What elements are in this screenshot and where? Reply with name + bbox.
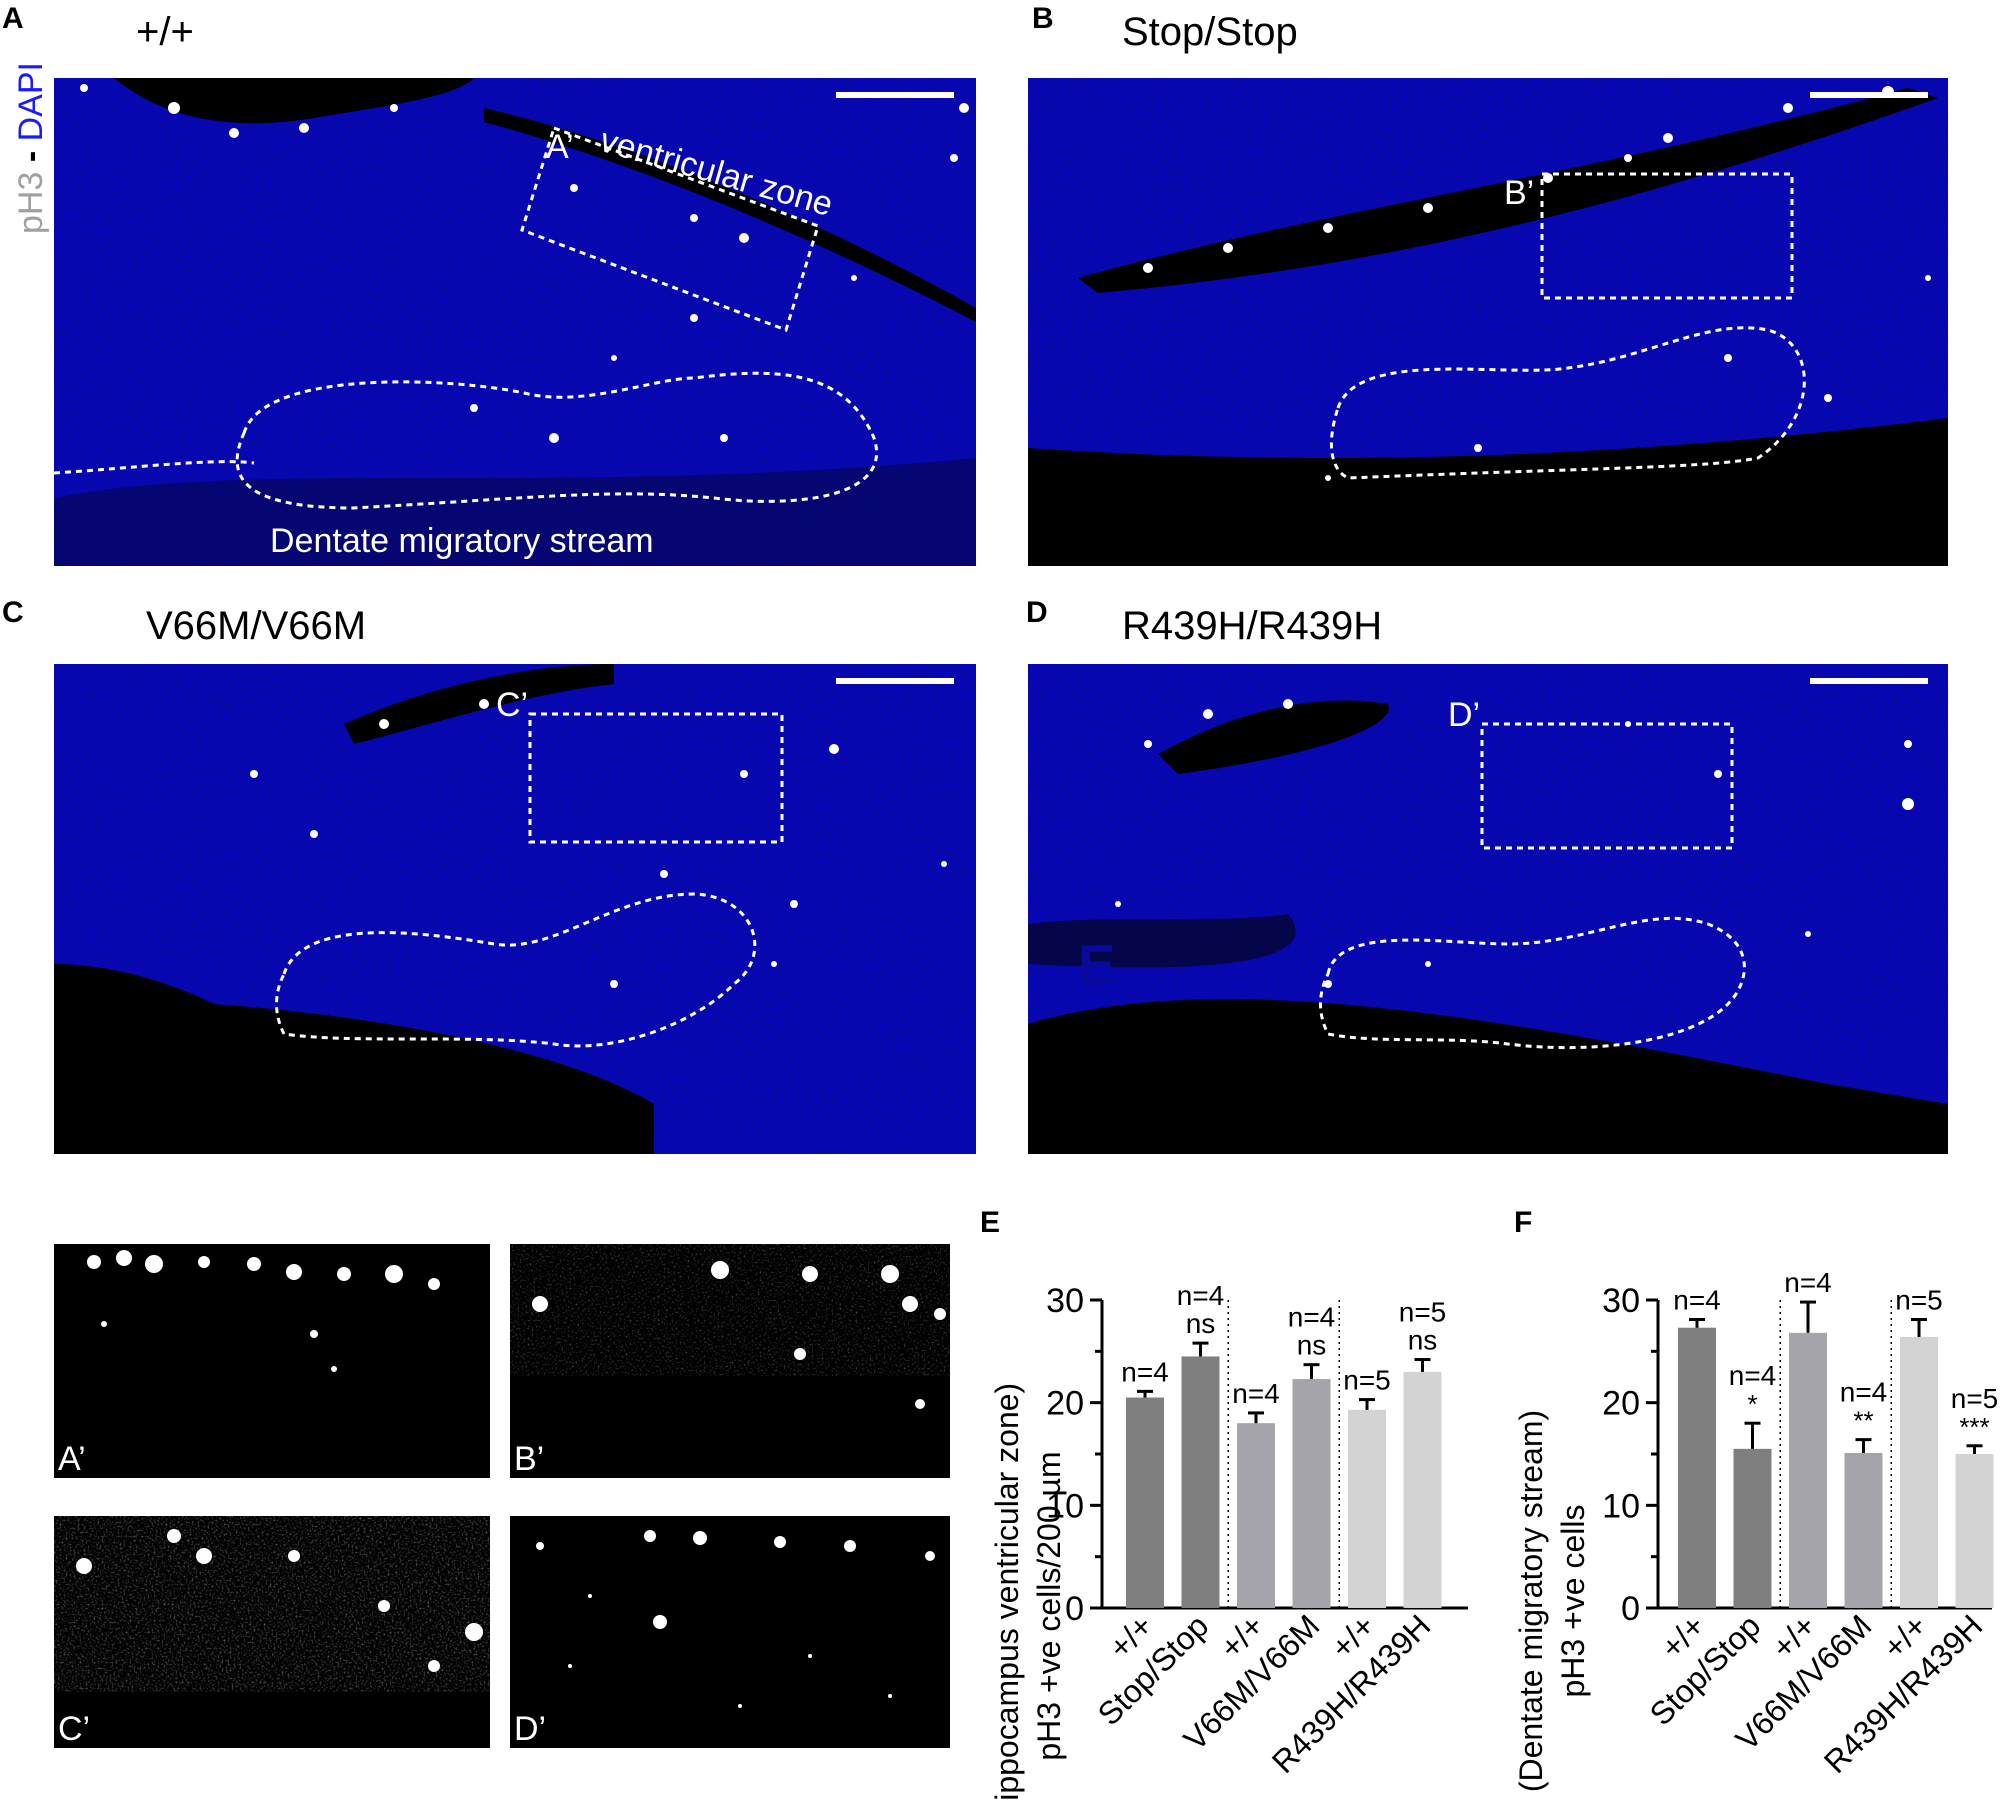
chart-e-n-label: n=4 bbox=[1177, 1280, 1225, 1311]
inset-label-c-prime: C’ bbox=[58, 1710, 90, 1748]
inset-box-c bbox=[528, 712, 784, 844]
inset-box-d bbox=[1480, 722, 1734, 850]
inset-b-prime: B’ bbox=[510, 1244, 950, 1478]
stain-label-dapi: DAPI bbox=[12, 62, 50, 142]
genotype-title-b: Stop/Stop bbox=[1122, 10, 1298, 54]
chart-f-n-label: n=4 bbox=[1673, 1285, 1721, 1316]
chart-e-ylabel-line1: (hippocampus ventricular zone) bbox=[989, 1383, 1025, 1799]
chart-e-ytick-label: 30 bbox=[1046, 1282, 1084, 1320]
chart-f-significance-label: * bbox=[1747, 1389, 1757, 1419]
chart-e-n-label: n=4 bbox=[1288, 1302, 1336, 1333]
chart-e-bar bbox=[1403, 1371, 1442, 1608]
chart-f-bar bbox=[1733, 1448, 1772, 1608]
chart-e-significance-label: ns bbox=[1297, 1330, 1327, 1361]
ph3-cells bbox=[1115, 699, 1914, 988]
chart-f-ylabel-line2: pH3 +ve cells bbox=[1555, 1505, 1591, 1698]
chart-e-significance-label: ns bbox=[1186, 1308, 1216, 1339]
chart-f-ytick-label: 30 bbox=[1602, 1282, 1640, 1320]
inset-box-b bbox=[1540, 172, 1794, 300]
chart-e-ytick-label: 20 bbox=[1046, 1385, 1084, 1423]
chart-f-bar bbox=[1844, 1452, 1883, 1608]
chart-f-n-label: n=4 bbox=[1784, 1267, 1832, 1298]
chart-f: F (Dentate migratory stream) pH3 +ve cel… bbox=[1486, 1196, 2000, 1799]
chart-f-significance-label: ** bbox=[1853, 1406, 1873, 1436]
chart-f-n-label: n=5 bbox=[1951, 1383, 1999, 1414]
ph3-cells bbox=[80, 84, 969, 443]
ph3-cells bbox=[250, 699, 947, 988]
dms-outline-d bbox=[1319, 916, 1746, 1050]
genotype-title-c: V66M/V66M bbox=[146, 604, 367, 648]
inset-c-prime: C’ bbox=[54, 1516, 490, 1748]
chart-f-panel-letter: F bbox=[1514, 1206, 1532, 1239]
inset-a-prime: A’ bbox=[54, 1244, 490, 1478]
inset-box-a bbox=[520, 126, 820, 332]
inset-d-prime: D’ bbox=[510, 1516, 950, 1748]
chart-f-bar bbox=[1900, 1336, 1938, 1608]
inset-box-label-b: B’ bbox=[1504, 174, 1534, 212]
chart-f-bar bbox=[1789, 1332, 1827, 1608]
chart-e-n-label: n=4 bbox=[1121, 1356, 1169, 1387]
chart-f-significance-label: *** bbox=[1959, 1412, 1989, 1442]
chart-e-bar bbox=[1126, 1397, 1164, 1608]
chart-e-bar bbox=[1181, 1356, 1220, 1608]
inset-label-d-prime: D’ bbox=[514, 1710, 546, 1748]
chart-e-panel-letter: E bbox=[980, 1206, 1000, 1239]
panel-letter-d: D bbox=[1026, 596, 1048, 629]
inset-box-label-d: D’ bbox=[1448, 696, 1480, 734]
scale-bar bbox=[836, 92, 954, 98]
inset-box-label-c: C’ bbox=[496, 686, 528, 724]
chart-e-n-label: n=4 bbox=[1232, 1378, 1280, 1409]
chart-f-svg: F (Dentate migratory stream) pH3 +ve cel… bbox=[1513, 1206, 1999, 1792]
chart-e-bar bbox=[1348, 1409, 1386, 1608]
stain-label: pH3 - DAPI bbox=[12, 58, 52, 238]
chart-f-n-label: n=4 bbox=[1729, 1360, 1777, 1391]
chart-f-n-label: n=5 bbox=[1895, 1285, 1943, 1316]
dms-outline-a bbox=[235, 371, 878, 510]
chart-f-n-label: n=4 bbox=[1840, 1377, 1888, 1408]
chart-f-ytick-label: 0 bbox=[1621, 1590, 1640, 1628]
panel-letter-b: B bbox=[1032, 2, 1054, 35]
chart-e-ylabel-line2: pH3 +ve cells/200 µm bbox=[1031, 1451, 1067, 1760]
chart-f-bar bbox=[1955, 1454, 1994, 1608]
inset-label-b-prime: B’ bbox=[514, 1440, 544, 1478]
stray-letter-e: E bbox=[1078, 933, 1115, 996]
chart-f-ytick-label: 10 bbox=[1602, 1487, 1640, 1525]
panel-letter-a: A bbox=[2, 2, 24, 35]
inset-box-label-a: A’ bbox=[546, 128, 574, 166]
dentate-migratory-stream-label: Dentate migratory stream bbox=[270, 522, 654, 560]
scale-bar bbox=[1810, 678, 1928, 684]
chart-e-svg: E (hippocampus ventricular zone) pH3 +ve… bbox=[980, 1206, 1468, 1804]
stain-label-dash: - bbox=[12, 141, 50, 172]
scale-bar bbox=[1810, 92, 1928, 98]
micrograph-b: B’ bbox=[1028, 78, 1948, 566]
chart-e-bar bbox=[1292, 1379, 1331, 1608]
chart-e-ytick-label: 10 bbox=[1046, 1487, 1084, 1525]
dms-outline-c bbox=[275, 892, 757, 1048]
micrograph-c: C’ bbox=[54, 664, 976, 1154]
inset-label-a-prime: A’ bbox=[58, 1440, 86, 1478]
chart-e-significance-label: ns bbox=[1408, 1325, 1438, 1356]
chart-e-ytick-label: 0 bbox=[1065, 1590, 1084, 1628]
scale-bar bbox=[836, 678, 954, 684]
chart-e: E (hippocampus ventricular zone) pH3 +ve… bbox=[970, 1196, 1480, 1804]
chart-e-n-label: n=5 bbox=[1343, 1365, 1391, 1396]
chart-e-n-label: n=5 bbox=[1399, 1297, 1447, 1328]
chart-e-bar bbox=[1237, 1423, 1275, 1608]
chart-f-bar bbox=[1678, 1327, 1716, 1608]
genotype-title-d: R439H/R439H bbox=[1122, 604, 1383, 648]
chart-f-ylabel-line1: (Dentate migratory stream) bbox=[1513, 1410, 1549, 1792]
stain-label-ph3: pH3 bbox=[12, 171, 50, 234]
dms-outline-b bbox=[1329, 326, 1806, 480]
chart-f-ytick-label: 20 bbox=[1602, 1385, 1640, 1423]
panel-letter-c: C bbox=[2, 596, 24, 629]
micrograph-a: A’ ventricular zone Dentate migratory st… bbox=[54, 78, 976, 566]
micrograph-d: D’ E bbox=[1028, 664, 1948, 1154]
genotype-title-a: +/+ bbox=[136, 10, 194, 54]
